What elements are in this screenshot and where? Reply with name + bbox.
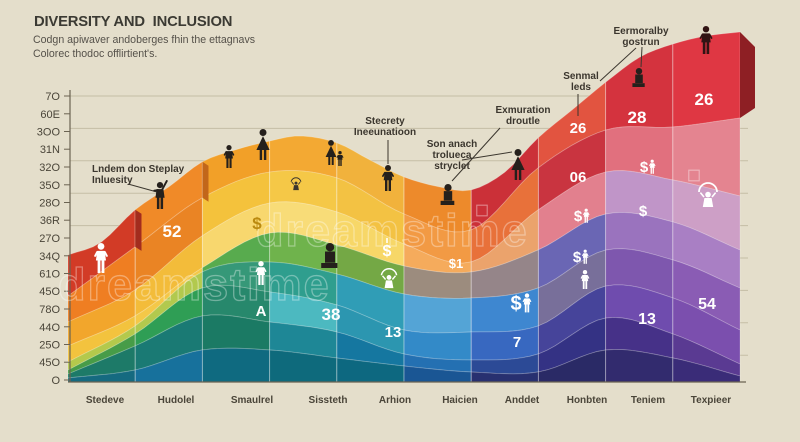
svg-text:DIVERSITY AND INCLUSION: DIVERSITY AND INCLUSION (34, 14, 232, 30)
svg-text:Eermoralby: Eermoralby (613, 26, 668, 37)
svg-text:Smaulrel: Smaulrel (231, 395, 273, 406)
svg-text:36R: 36R (40, 215, 60, 227)
svg-text:stryclet: stryclet (434, 161, 470, 172)
svg-text:$: $ (510, 293, 521, 315)
svg-text:$: $ (640, 159, 649, 176)
svg-text:Teniem: Teniem (631, 395, 665, 406)
svg-text:35O: 35O (39, 180, 60, 192)
svg-text:38: 38 (322, 305, 341, 324)
svg-text:dreamstime: dreamstime (256, 205, 529, 256)
svg-text:droutle: droutle (506, 116, 540, 127)
svg-text:28O: 28O (39, 198, 60, 210)
svg-text:Haicien: Haicien (442, 395, 478, 406)
svg-text:Lndem don Steplay: Lndem don Steplay (92, 164, 185, 175)
svg-text:Arhion: Arhion (379, 395, 411, 406)
svg-text:Inluesity: Inluesity (92, 175, 133, 186)
svg-text:61O: 61O (39, 269, 60, 281)
svg-text:trolueca: trolueca (433, 150, 472, 161)
svg-text:Ineeunatioon: Ineeunatioon (354, 127, 416, 138)
svg-text:Codgn apiwaver andoberges fhin: Codgn apiwaver andoberges fhin the ettag… (33, 34, 255, 46)
svg-text:3OO: 3OO (37, 127, 61, 139)
svg-text:$1: $1 (449, 256, 463, 271)
svg-text:$: $ (639, 203, 648, 220)
svg-text:$: $ (383, 243, 392, 260)
svg-text:54: 54 (698, 296, 716, 313)
svg-text:25O: 25O (39, 340, 60, 352)
svg-text:Senmal: Senmal (563, 71, 599, 82)
svg-text:O: O (51, 375, 60, 387)
svg-text:Sissteth: Sissteth (309, 395, 348, 406)
svg-text:44O: 44O (39, 322, 60, 334)
svg-text:78O: 78O (39, 304, 60, 316)
svg-text:Honbten: Honbten (567, 395, 608, 406)
svg-text:13: 13 (385, 324, 402, 341)
svg-text:Colorec thodoc offlirtient's.: Colorec thodoc offlirtient's. (33, 48, 157, 60)
svg-text:45O: 45O (39, 357, 60, 369)
svg-text:Exmuration: Exmuration (495, 105, 550, 116)
svg-text:Anddet: Anddet (505, 395, 540, 406)
svg-text:Texpieer: Texpieer (691, 395, 731, 406)
svg-text:7O: 7O (45, 91, 60, 103)
svg-text:26: 26 (695, 90, 714, 109)
svg-text:7: 7 (513, 334, 521, 351)
svg-text:45O: 45O (39, 286, 60, 298)
svg-text:Son anach: Son anach (427, 139, 478, 150)
svg-text:Stecrety: Stecrety (365, 116, 405, 127)
svg-text:31N: 31N (40, 144, 60, 156)
svg-text:$: $ (573, 249, 582, 266)
svg-text:Hudolel: Hudolel (158, 395, 195, 406)
svg-text:28: 28 (628, 108, 647, 127)
svg-text:gostrun: gostrun (622, 37, 659, 48)
svg-text:34Q: 34Q (39, 251, 60, 263)
svg-text:leds: leds (571, 82, 591, 93)
svg-text:$: $ (574, 208, 583, 225)
svg-text:60E: 60E (40, 109, 60, 121)
svg-text:06: 06 (570, 169, 587, 186)
svg-text:Stedeve: Stedeve (86, 395, 125, 406)
svg-text:$: $ (252, 214, 262, 233)
svg-text:13: 13 (638, 311, 656, 328)
svg-text:26: 26 (570, 120, 587, 137)
svg-text:52: 52 (163, 222, 182, 241)
svg-text:27O: 27O (39, 233, 60, 245)
svg-text:32O: 32O (39, 162, 60, 174)
svg-text:A: A (256, 303, 267, 320)
